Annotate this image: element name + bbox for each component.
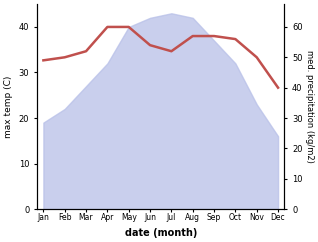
X-axis label: date (month): date (month) — [125, 228, 197, 238]
Y-axis label: med. precipitation (kg/m2): med. precipitation (kg/m2) — [305, 50, 314, 163]
Y-axis label: max temp (C): max temp (C) — [4, 76, 13, 138]
